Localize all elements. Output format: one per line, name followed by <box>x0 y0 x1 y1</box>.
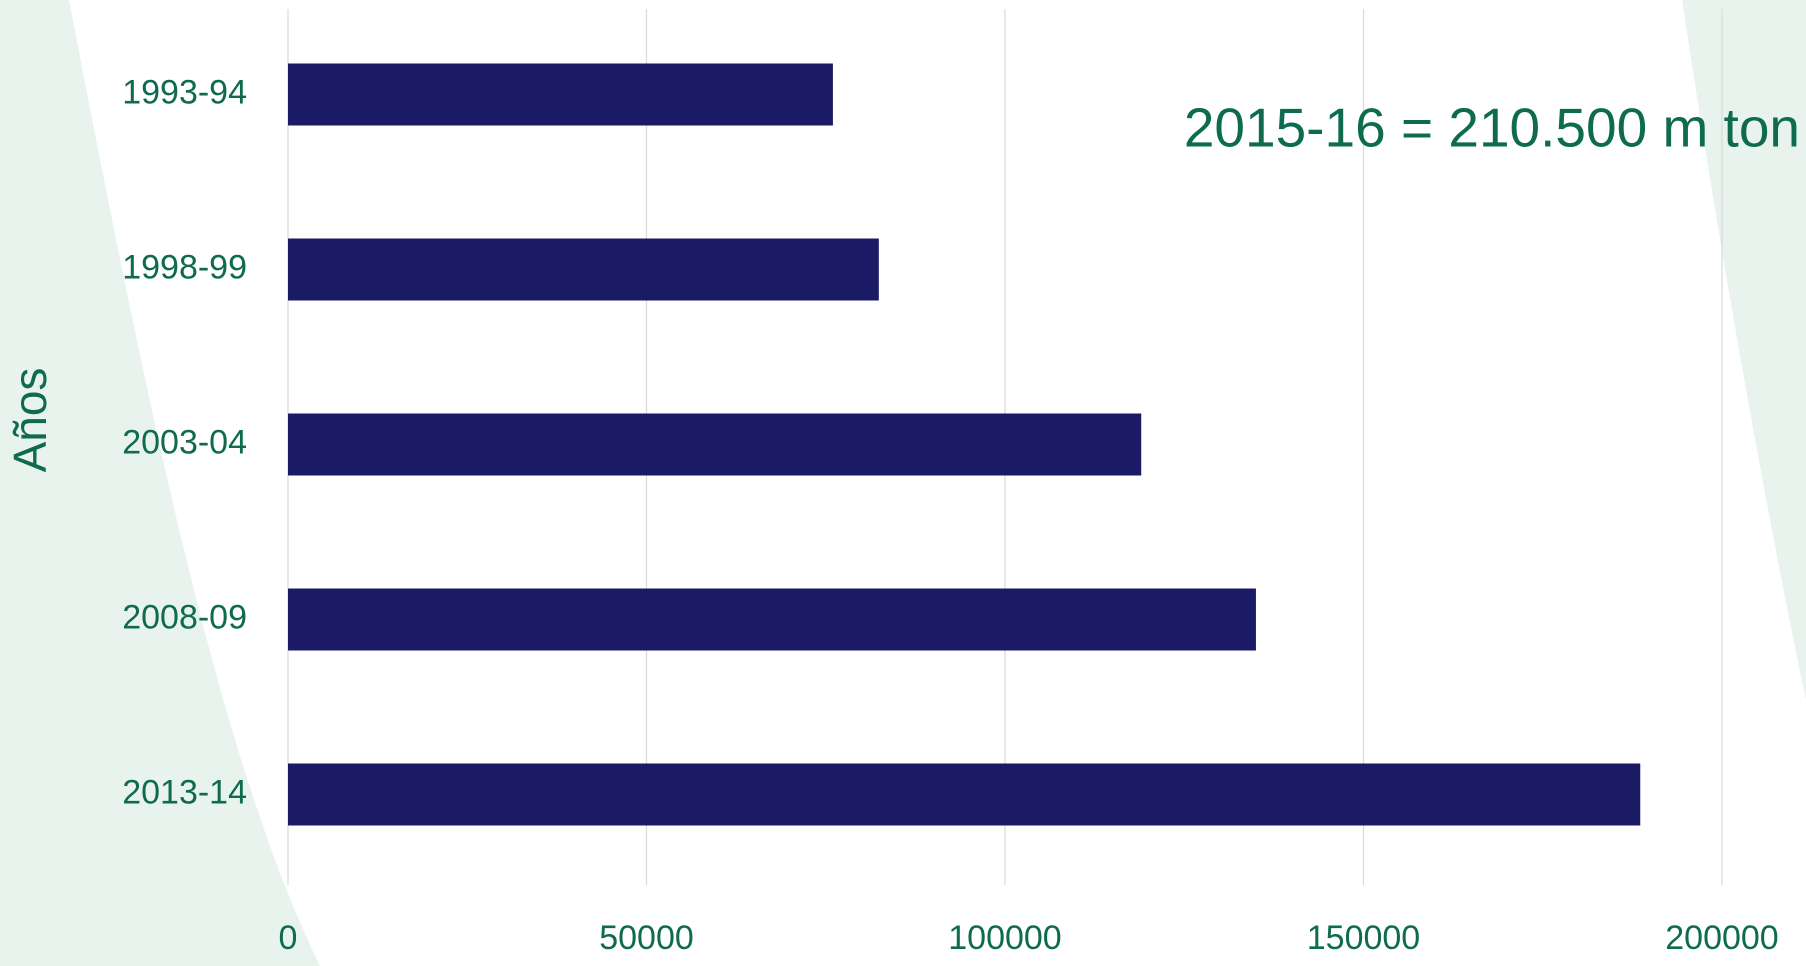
y-tick-label: 2013-14 <box>122 773 247 811</box>
bar <box>288 238 879 301</box>
y-axis-label: Años <box>4 368 56 473</box>
bar <box>288 763 1641 826</box>
y-tick-label: 2003-04 <box>122 423 247 461</box>
y-tick-label: 1998-99 <box>122 248 247 286</box>
x-tick-label: 0 <box>279 919 298 957</box>
x-tick-label: 150000 <box>1307 919 1420 957</box>
bar <box>288 413 1142 476</box>
background-shape <box>0 0 320 966</box>
bar <box>288 63 833 126</box>
x-tick-label: 200000 <box>1665 919 1778 957</box>
background-shape <box>1682 0 1806 700</box>
x-tick-label: 50000 <box>599 919 694 957</box>
bar <box>288 588 1256 651</box>
y-tick-label: 2008-09 <box>122 598 247 636</box>
x-tick-label: 100000 <box>948 919 1061 957</box>
annotation: 2015-16 = 210.500 m ton <box>1184 97 1800 159</box>
y-tick-label: 1993-94 <box>122 73 247 111</box>
